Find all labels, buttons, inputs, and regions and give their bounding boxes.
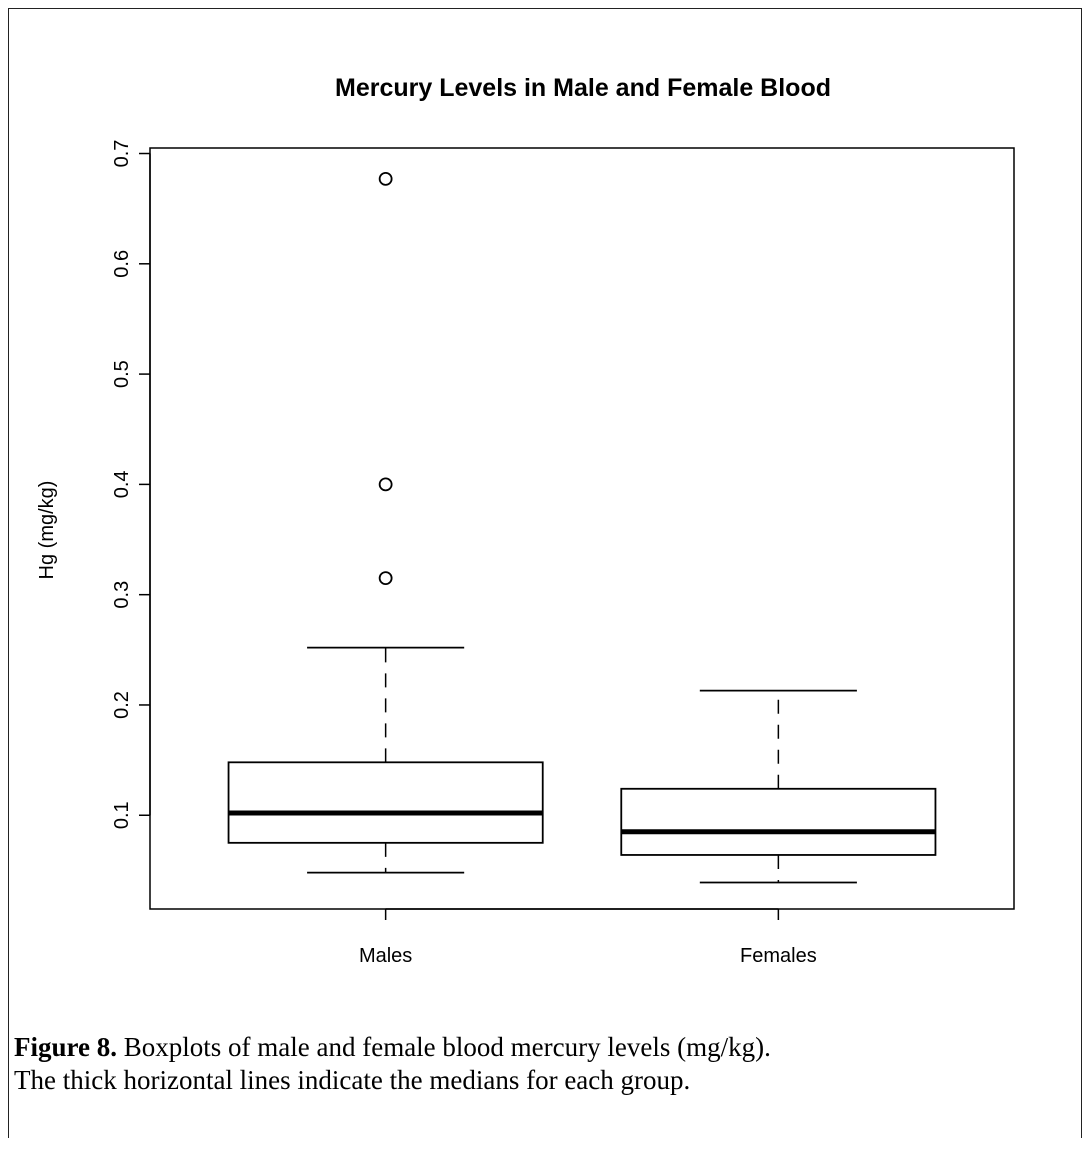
y-tick-label: 0.1 <box>111 801 133 829</box>
iqr-box <box>227 761 544 844</box>
y-tick-label: 0.5 <box>111 360 133 388</box>
box-group <box>227 171 544 874</box>
figure-caption: Figure 8. Boxplots of male and female bl… <box>14 1031 1074 1097</box>
y-tick-label: 0.4 <box>111 470 133 498</box>
y-tick-label: 0.3 <box>111 581 133 609</box>
outlier-point <box>378 571 393 586</box>
caption-line-2: The thick horizontal lines indicate the … <box>14 1065 691 1095</box>
outlier-point <box>378 171 393 186</box>
y-axis: 0.1 0.2 0.3 0.4 0.5 0.6 0.7 <box>111 140 151 829</box>
y-tick-label: 0.7 <box>111 140 133 168</box>
x-tick-label: Males <box>359 945 412 967</box>
iqr-box <box>620 787 937 856</box>
outlier-point <box>378 477 393 492</box>
caption-line-1: Boxplots of male and female blood mercur… <box>117 1032 771 1062</box>
boxes <box>227 171 937 884</box>
x-axis: Males Females <box>359 908 817 967</box>
y-tick-label: 0.6 <box>111 250 133 278</box>
y-axis-label: Hg (mg/kg) <box>36 481 58 580</box>
figure-frame <box>8 8 1082 1138</box>
x-tick-label: Females <box>740 945 817 967</box>
boxplot-chart: Mercury Levels in Male and Female Blood … <box>36 74 1015 967</box>
chart-title: Mercury Levels in Male and Female Blood <box>335 74 831 102</box>
y-tick-label: 0.2 <box>111 691 133 719</box>
box-group <box>620 689 937 884</box>
caption-label: Figure 8. <box>14 1032 117 1062</box>
